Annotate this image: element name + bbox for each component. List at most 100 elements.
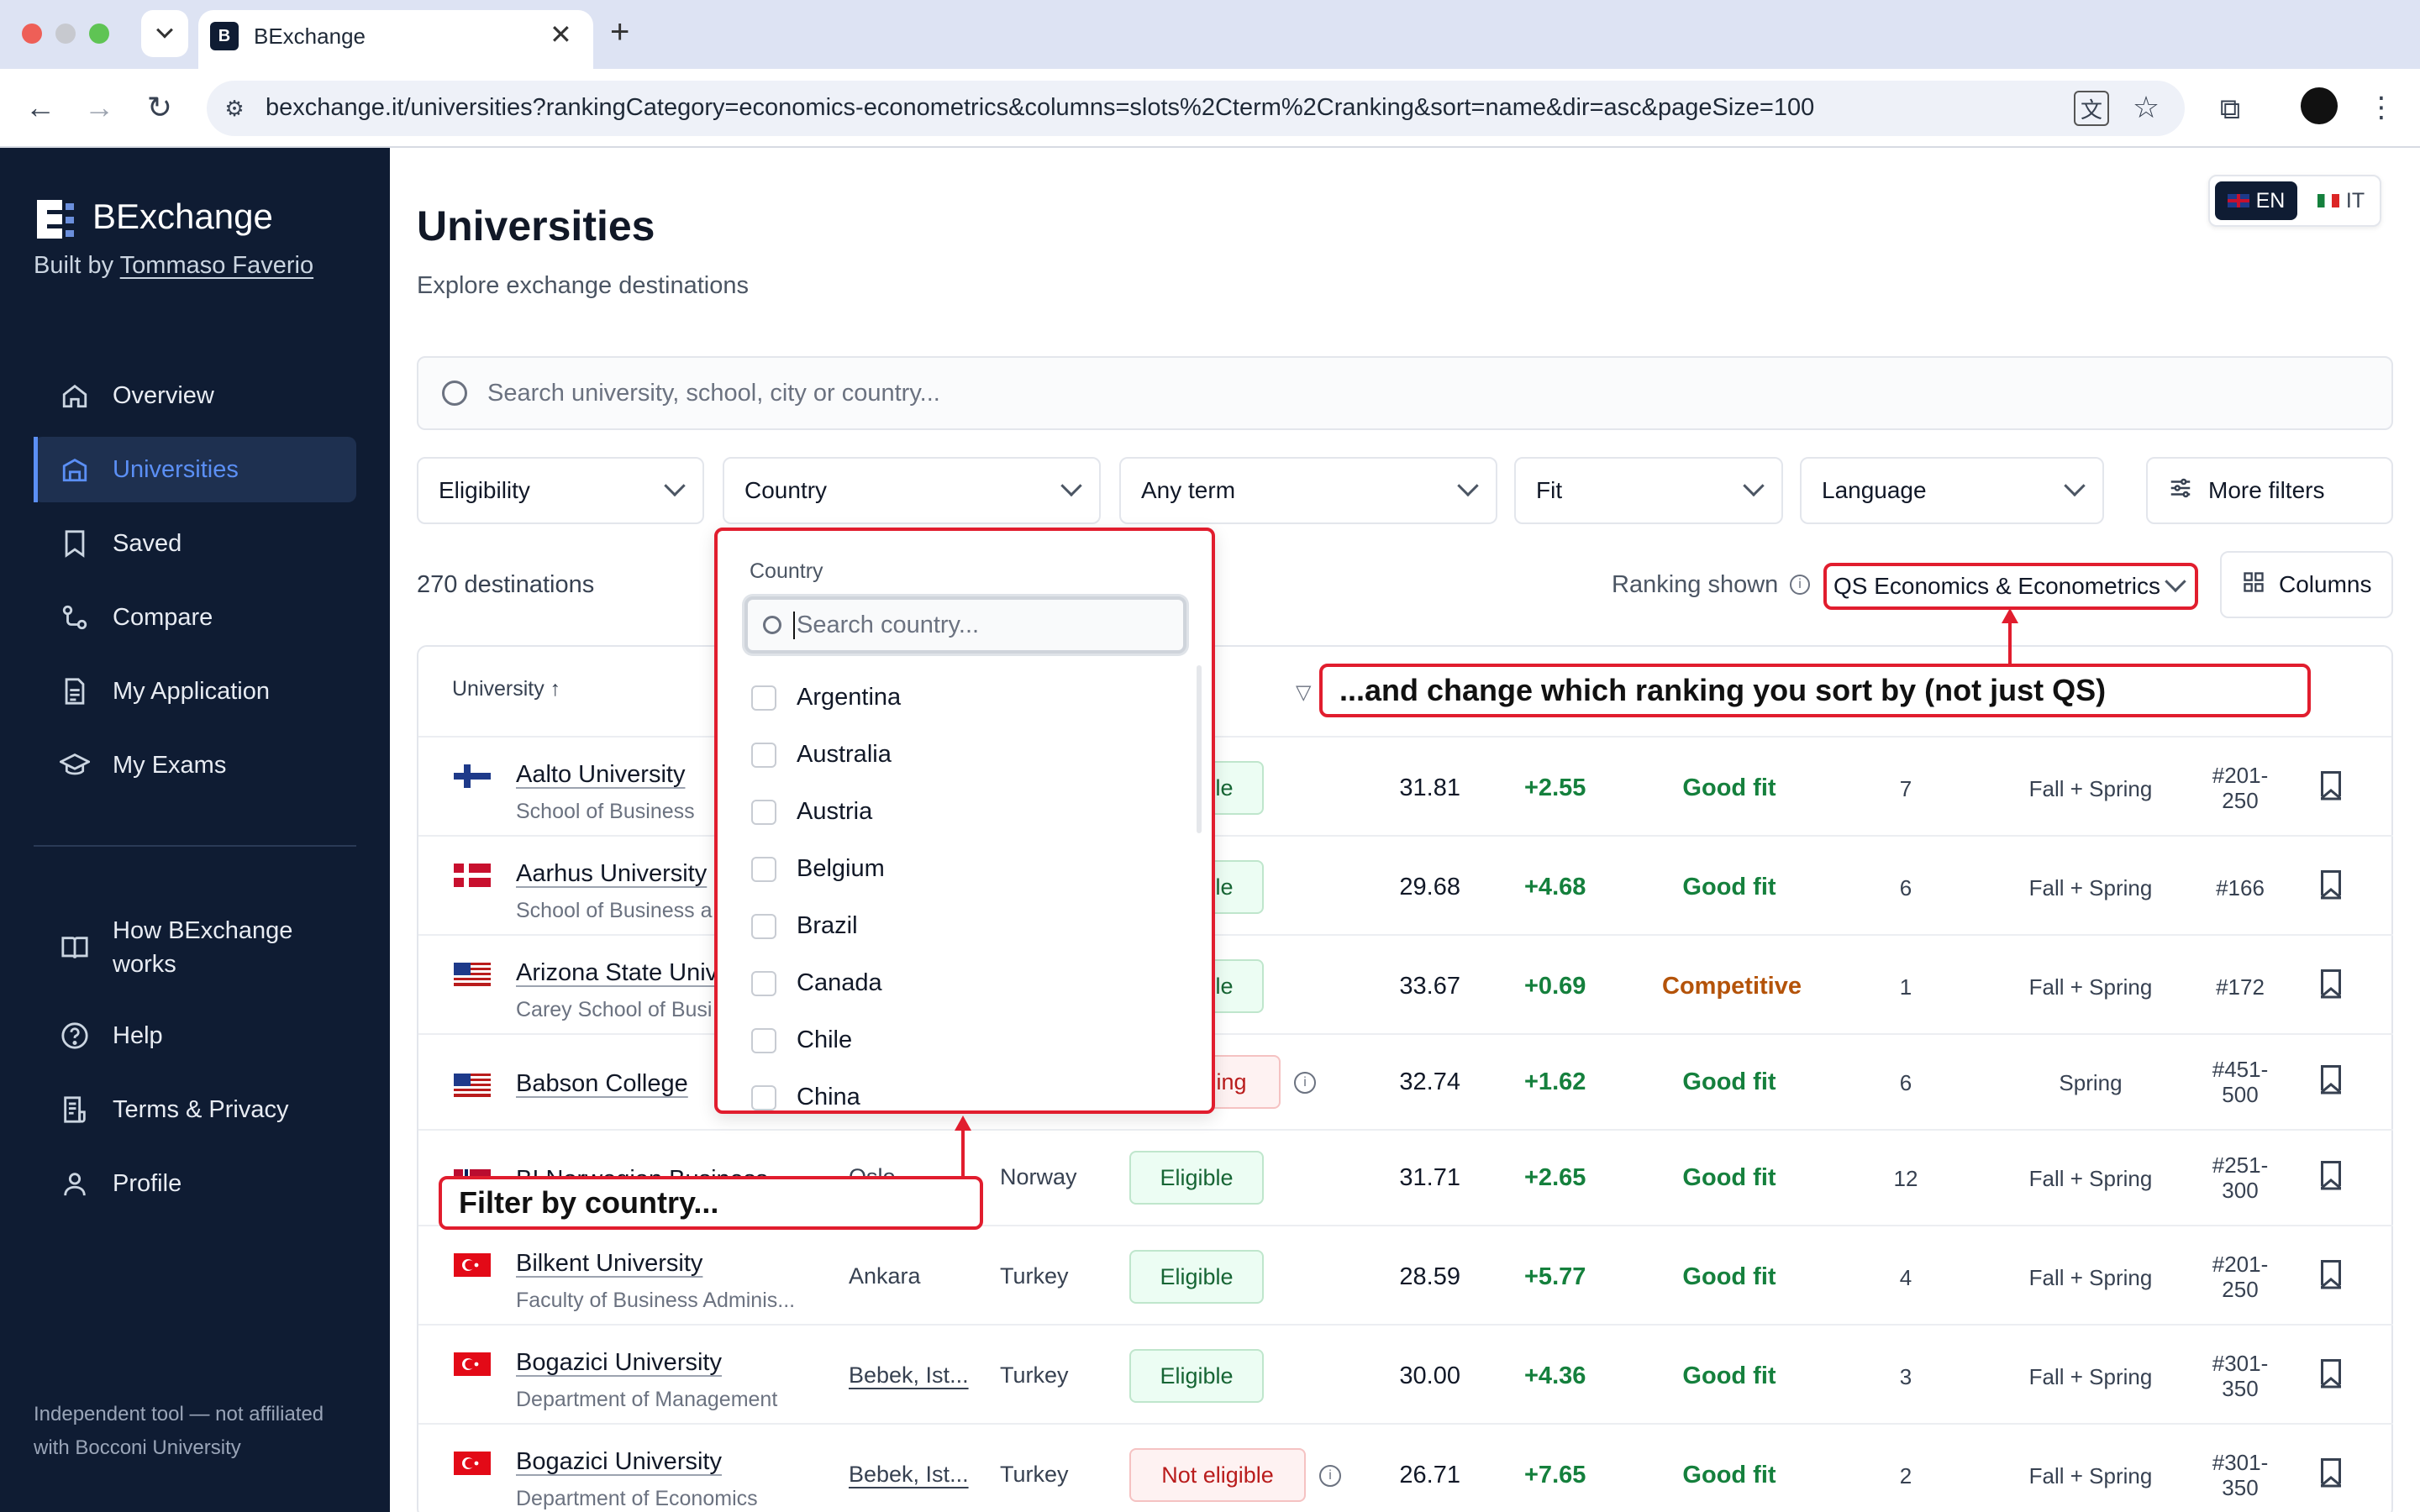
country-filter[interactable]: Country: [723, 457, 1101, 524]
new-tab-button[interactable]: +: [610, 13, 630, 50]
ranking-select-value: QS Economics & Econometrics: [1833, 573, 2161, 599]
maximize-window-button[interactable]: [89, 24, 109, 44]
info-icon[interactable]: i: [1294, 1072, 1316, 1094]
checkbox[interactable]: [751, 1084, 776, 1110]
country-option[interactable]: Chile: [751, 1026, 852, 1054]
search-bar[interactable]: Search university, school, city or count…: [417, 356, 2393, 430]
bookmark-icon[interactable]: [2321, 969, 2341, 999]
site-settings-icon[interactable]: ⚙: [224, 95, 245, 121]
country-option[interactable]: Austria: [751, 798, 872, 826]
sidebar-item-overview[interactable]: Overview: [34, 363, 356, 428]
country-option-label: Belgium: [797, 855, 885, 882]
sidebar-item-universities[interactable]: Universities: [34, 437, 356, 502]
tab-title: BExchange: [254, 24, 366, 49]
sidebar-item-how-it-works[interactable]: How BExchange works: [34, 907, 356, 988]
extensions-icon[interactable]: ⧉: [2219, 92, 2241, 125]
user-icon: [59, 1168, 91, 1200]
destinations-count: 270 destinations: [417, 571, 595, 598]
bookmark-icon[interactable]: [2321, 1359, 2341, 1389]
reload-icon[interactable]: ↻: [146, 90, 173, 124]
bookmark-icon[interactable]: [2321, 1458, 2341, 1488]
eligibility-filter[interactable]: Eligibility: [417, 457, 704, 524]
country-option[interactable]: Australia: [751, 741, 892, 769]
checkbox[interactable]: [751, 742, 776, 768]
bookmark-icon[interactable]: [2321, 1161, 2341, 1190]
filter-icon[interactable]: ▽: [1296, 681, 1312, 704]
minimize-window-button[interactable]: [55, 24, 76, 44]
ranking-select[interactable]: QS Economics & Econometrics: [1823, 563, 2198, 610]
university-icon: [59, 454, 91, 486]
score: 31.71: [1399, 1164, 1460, 1191]
close-window-button[interactable]: [22, 24, 42, 44]
forward-icon[interactable]: →: [84, 90, 114, 124]
country-option[interactable]: Brazil: [751, 912, 858, 940]
university-name-link[interactable]: Babson College: [516, 1070, 688, 1097]
country-option[interactable]: Argentina: [751, 684, 901, 711]
university-name-link[interactable]: Bogazici University: [516, 1349, 722, 1376]
fit-filter-label: Fit: [1536, 477, 1563, 503]
sidebar-item-my-application[interactable]: My Application: [34, 659, 356, 724]
lang-en-button[interactable]: EN: [2215, 181, 2297, 220]
checkbox[interactable]: [751, 1027, 776, 1053]
table-row[interactable]: Bogazici University Department of Managem…: [418, 1326, 2393, 1425]
author-link[interactable]: Tommaso Faverio: [119, 252, 314, 279]
language-filter[interactable]: Language: [1800, 457, 2104, 524]
columns-button[interactable]: Columns: [2220, 551, 2393, 618]
universities-table: [417, 645, 2393, 1512]
bookmark-icon[interactable]: [2321, 771, 2341, 801]
bookmark-icon[interactable]: [2321, 1065, 2341, 1095]
fit-filter[interactable]: Fit: [1514, 457, 1783, 524]
chevron-down-icon: [664, 475, 686, 497]
term-filter[interactable]: Any term: [1119, 457, 1497, 524]
university-name-link[interactable]: Bogazici University: [516, 1448, 722, 1475]
more-filters-button[interactable]: More filters: [2146, 457, 2393, 524]
country-option-label: Canada: [797, 969, 882, 996]
country-option[interactable]: Belgium: [751, 855, 885, 883]
checkbox[interactable]: [751, 799, 776, 825]
country-search-input[interactable]: Search country...: [744, 596, 1186, 654]
school-name: Department of Economics: [516, 1487, 758, 1510]
sidebar-item-saved[interactable]: Saved: [34, 511, 356, 576]
dropdown-scrollbar[interactable]: [1197, 665, 1202, 833]
sidebar-item-help[interactable]: Help: [34, 1003, 356, 1068]
table-row[interactable]: Bilkent University Faculty of Business Ad…: [418, 1226, 2393, 1326]
profile-avatar[interactable]: [2301, 87, 2338, 124]
info-icon[interactable]: i: [1790, 575, 1810, 595]
country-option[interactable]: Canada: [751, 969, 882, 997]
search-input[interactable]: Search university, school, city or count…: [487, 379, 940, 407]
checkbox[interactable]: [751, 685, 776, 711]
university-name-link[interactable]: Aalto University: [516, 761, 686, 788]
tab-search-button[interactable]: [141, 10, 188, 57]
score-delta: +5.77: [1524, 1263, 1586, 1290]
university-name-link[interactable]: Bilkent University: [516, 1250, 703, 1277]
university-column-header[interactable]: University ↑: [452, 677, 561, 701]
translate-icon[interactable]: 文: [2074, 91, 2109, 126]
uk-flag-icon: [2227, 194, 2249, 207]
university-name-link[interactable]: Arizona State Univ: [516, 959, 718, 986]
country-option[interactable]: China: [751, 1084, 860, 1110]
info-icon[interactable]: i: [1319, 1465, 1341, 1487]
back-icon[interactable]: ←: [25, 90, 55, 124]
checkbox[interactable]: [751, 856, 776, 882]
ranking-line2: 500: [2222, 1082, 2259, 1107]
more-menu-icon[interactable]: ⋮: [2367, 92, 2396, 123]
checkbox[interactable]: [751, 970, 776, 996]
sidebar-item-my-exams[interactable]: My Exams: [34, 732, 356, 798]
lang-it-button[interactable]: IT: [2304, 181, 2378, 220]
browser-tab[interactable]: B BExchange ✕: [198, 10, 593, 69]
bookmark-icon[interactable]: [2321, 1260, 2341, 1289]
bookmark-star-icon[interactable]: ☆: [2132, 90, 2160, 124]
table-row[interactable]: BI Norwegian Business ...OsloNorwayEligi…: [418, 1127, 2393, 1226]
close-tab-icon[interactable]: ✕: [550, 19, 572, 50]
table-row[interactable]: Bogazici University Department of Economi…: [418, 1425, 2393, 1512]
checkbox[interactable]: [751, 913, 776, 939]
university-name-link[interactable]: Aarhus University: [516, 860, 708, 887]
bookmark-icon[interactable]: [2321, 870, 2341, 900]
sidebar-item-profile[interactable]: Profile: [34, 1151, 356, 1216]
sidebar-item-compare[interactable]: Compare: [34, 585, 356, 650]
sidebar-item-terms[interactable]: Terms & Privacy: [34, 1077, 356, 1142]
address-bar[interactable]: ⚙ bexchange.it/universities?rankingCateg…: [207, 81, 2185, 136]
ranking-line2: 250: [2222, 788, 2259, 813]
